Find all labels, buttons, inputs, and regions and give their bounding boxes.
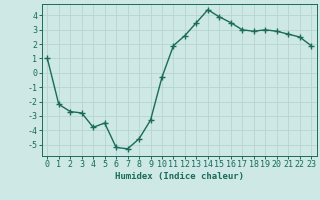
X-axis label: Humidex (Indice chaleur): Humidex (Indice chaleur) bbox=[115, 172, 244, 181]
